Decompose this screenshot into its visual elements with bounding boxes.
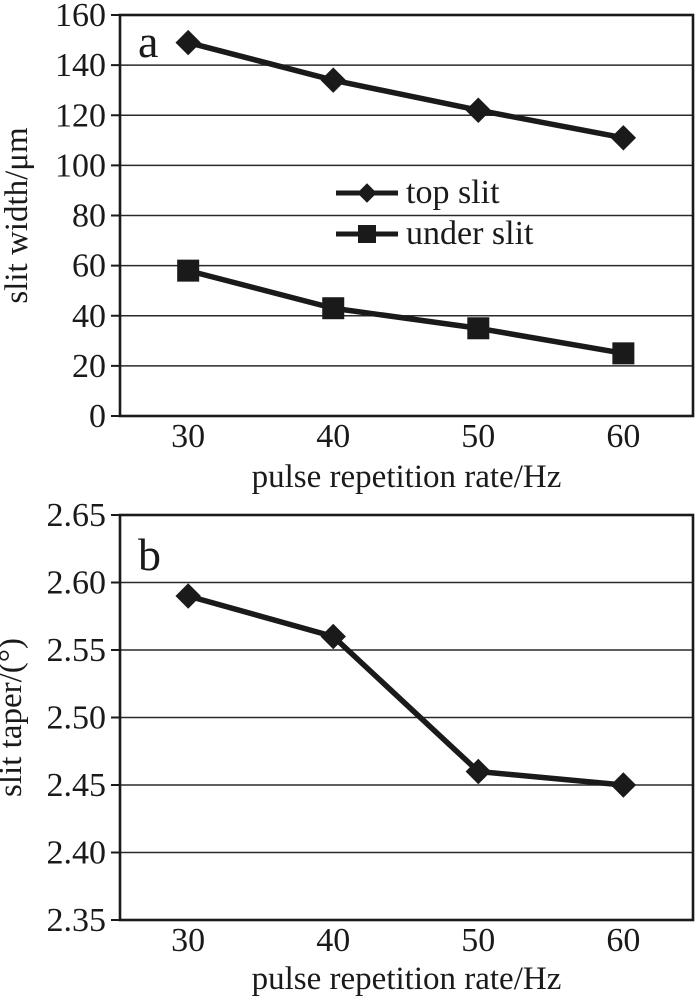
y-tick-label: 120 — [55, 97, 106, 134]
panel-label: b — [138, 529, 161, 580]
y-tick-label: 160 — [55, 0, 106, 34]
y-tick-label: 2.55 — [47, 632, 107, 669]
y-tick-label: 140 — [55, 47, 106, 84]
legend: top slit under slit — [336, 174, 534, 252]
y-tick-label: 2.60 — [47, 565, 107, 602]
y-axis-title: slit taper/(°) — [0, 638, 29, 797]
x-axis-title: pulse repetition rate/Hz — [252, 961, 562, 997]
x-tick-label: 40 — [316, 922, 350, 959]
diamond-marker — [465, 97, 492, 123]
y-tick-label: 2.40 — [47, 835, 107, 872]
y-tick-label: 60 — [72, 248, 106, 285]
y-tick-label: 80 — [72, 198, 106, 235]
diamond-marker — [610, 772, 637, 798]
x-tick-label: 50 — [461, 418, 495, 455]
legend-label: top slit — [406, 174, 500, 211]
y-tick-label: 2.35 — [47, 902, 107, 939]
square-marker — [322, 297, 345, 320]
x-tick-label: 30 — [171, 922, 205, 959]
plot-border — [118, 513, 695, 922]
diamond-marker — [320, 67, 346, 93]
x-tick-label: 40 — [316, 418, 350, 455]
x-tick-label: 30 — [171, 418, 205, 455]
square-marker — [177, 259, 200, 282]
y-tick-label: 2.50 — [47, 700, 107, 737]
x-tick-label: 60 — [606, 418, 640, 455]
x-axis-title: pulse repetition rate/Hz — [252, 459, 562, 495]
plot-border — [118, 13, 695, 418]
y-tick-label: 2.65 — [47, 497, 107, 534]
square-marker — [358, 225, 376, 243]
square-marker — [467, 317, 490, 340]
panel-label: a — [138, 16, 158, 67]
legend-entry: under slit — [336, 215, 534, 252]
y-tick-label: 0 — [89, 398, 106, 435]
y-tick-label: 20 — [72, 348, 106, 385]
diamond-marker — [610, 125, 637, 151]
y-tick-label: 40 — [72, 298, 106, 335]
chart-panel-a: 0 20 40 60 80 100 120 140 160 30 40 50 60 top slit und… — [0, 0, 695, 495]
y-tick-label: 100 — [55, 147, 106, 184]
diamond-marker — [357, 183, 377, 203]
square-marker — [612, 342, 635, 365]
x-tick-label: 60 — [606, 922, 640, 959]
x-tick-label: 50 — [461, 922, 495, 959]
diamond-marker — [320, 623, 346, 650]
y-tick-label: 2.45 — [47, 767, 107, 804]
series-line-under-slit — [185, 267, 627, 357]
series-line-top-slit — [185, 39, 627, 141]
y-axis-title: slit width/μm — [0, 127, 35, 304]
diamond-marker — [175, 29, 201, 56]
diamond-marker — [465, 758, 492, 785]
series-line-slit-taper — [185, 593, 627, 788]
legend-label: under slit — [406, 215, 534, 252]
chart-panel-b: 2.35 2.40 2.45 2.50 2.55 2.60 2.65 30 40 50 60 b pul… — [0, 497, 695, 997]
diamond-marker — [175, 583, 201, 609]
legend-entry: top slit — [336, 174, 500, 211]
